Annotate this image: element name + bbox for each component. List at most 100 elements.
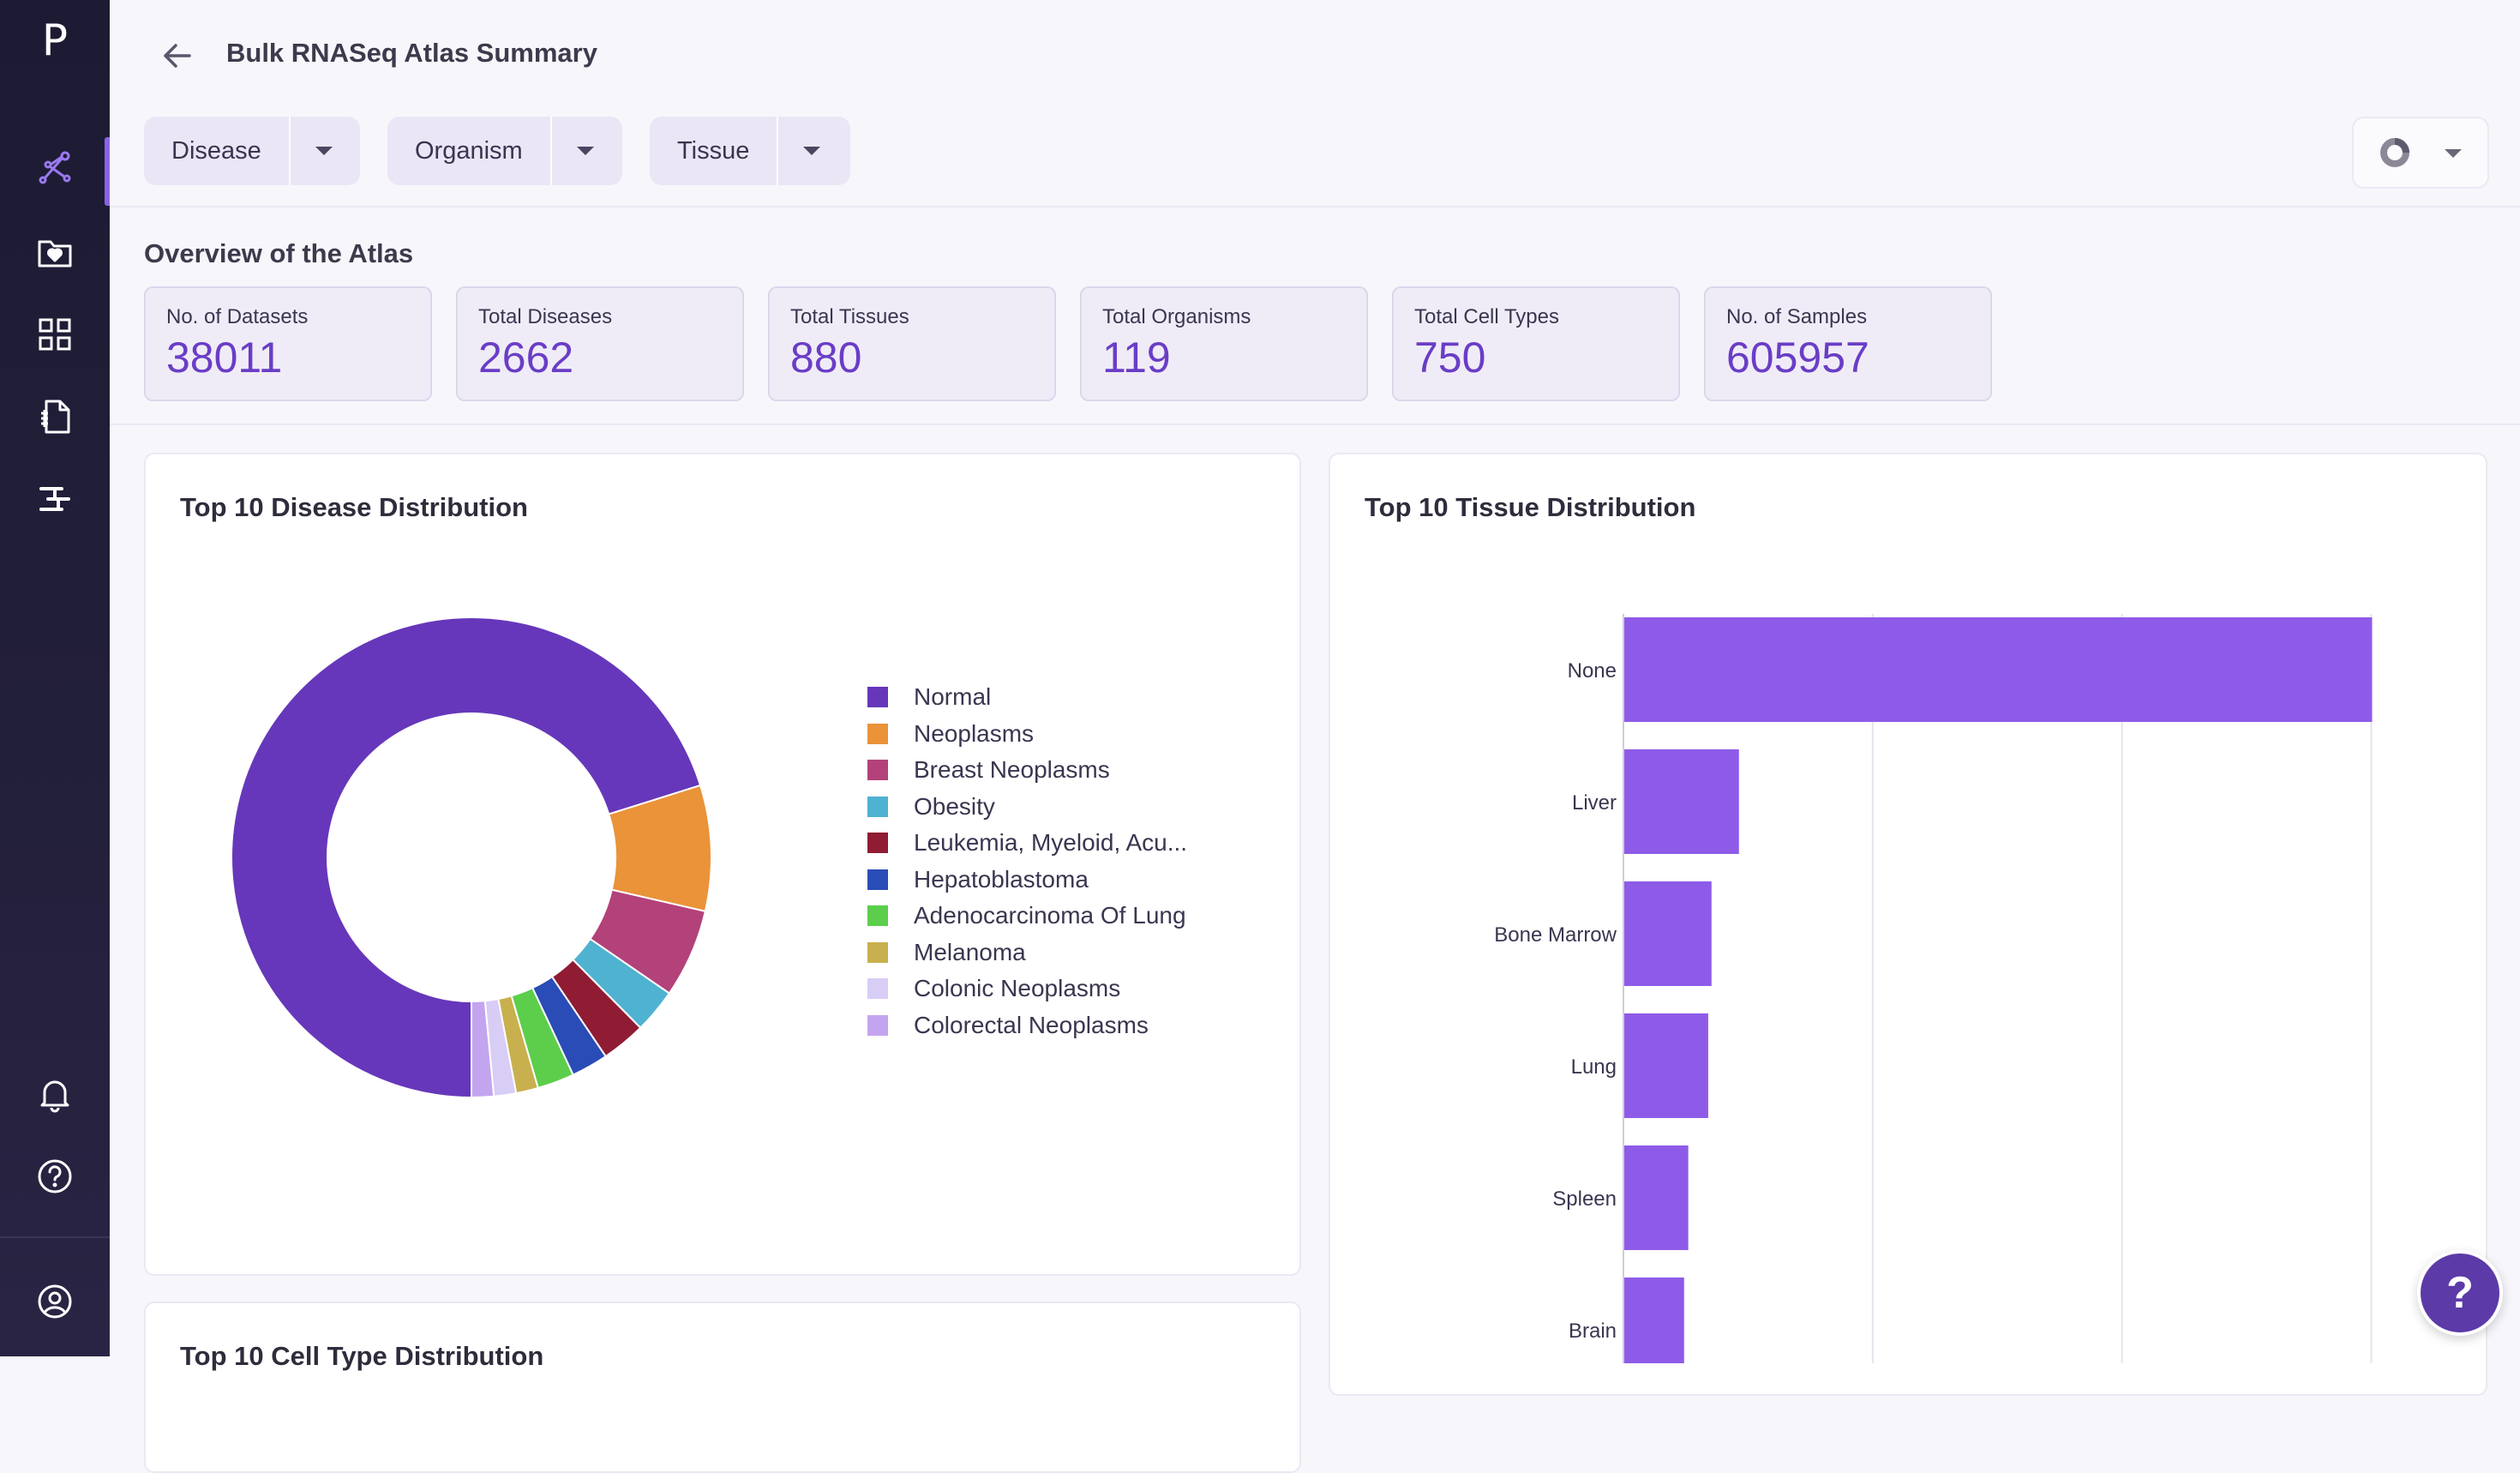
- sidebar-item-notebooks[interactable]: [0, 382, 110, 451]
- disease-filter-dropdown[interactable]: Disease: [144, 117, 360, 185]
- bell-icon: [40, 1080, 69, 1113]
- legend-label: Normal: [914, 683, 992, 711]
- disease-chart-title: Top 10 Disease Distribution: [180, 492, 528, 522]
- sidebar: P: [0, 0, 110, 1356]
- chevron-down-icon: [803, 147, 821, 155]
- donut-slice-colorectal-neoplasms[interactable]: [471, 1000, 495, 1099]
- celltype-chart-title: Top 10 Cell Type Distribution: [180, 1341, 544, 1371]
- legend-item[interactable]: Hepatoblastoma: [867, 862, 1187, 899]
- bar-liver[interactable]: [1624, 749, 1739, 854]
- nav-active-indicator: [105, 137, 110, 206]
- tissue-filter-label: Tissue: [677, 136, 750, 165]
- legend-item[interactable]: Leukemia, Myeloid, Acu...: [867, 825, 1187, 862]
- disease-donut-chart: [231, 616, 712, 1099]
- page-title: Bulk RNASeq Atlas Summary: [226, 38, 597, 68]
- celltype-distribution-card: Top 10 Cell Type Distribution: [144, 1302, 1301, 1473]
- stat-label: Total Diseases: [478, 305, 613, 328]
- arrow-left-icon: [164, 44, 191, 68]
- sidebar-item-notifications[interactable]: [0, 1060, 110, 1128]
- question-mark-icon: ?: [2446, 1268, 2474, 1318]
- stat-label: No. of Samples: [1726, 305, 1868, 328]
- legend-label: Colonic Neoplasms: [914, 975, 1121, 1002]
- legend-item[interactable]: Neoplasms: [867, 716, 1187, 753]
- legend-item[interactable]: Obesity: [867, 789, 1187, 826]
- legend-item[interactable]: Colorectal Neoplasms: [867, 1007, 1187, 1044]
- legend-label: Neoplasms: [914, 719, 1035, 747]
- chart-type-selector[interactable]: [2352, 117, 2489, 189]
- legend-label: Breast Neoplasms: [914, 756, 1110, 784]
- legend-label: Adenocarcinoma Of Lung: [914, 902, 1186, 929]
- organism-filter-toggle[interactable]: [549, 117, 619, 185]
- user-circle-icon: [38, 1284, 72, 1319]
- network-icon: [39, 151, 71, 184]
- legend-label: Obesity: [914, 792, 995, 820]
- bar-tick-label: Spleen: [1552, 1187, 1617, 1211]
- legend-swatch: [867, 905, 888, 927]
- disease-distribution-card: Top 10 Disease Distribution Normal Neopla…: [144, 453, 1301, 1276]
- tissue-distribution-card: Top 10 Tissue Distribution None Liver Bone…: [1329, 453, 2487, 1396]
- stat-value: 38011: [166, 334, 283, 382]
- sidebar-item-help[interactable]: [0, 1142, 110, 1211]
- legend-swatch: [867, 1014, 888, 1036]
- document-code-icon: [41, 400, 70, 434]
- bar-tick-label: Lung: [1571, 1055, 1617, 1079]
- stat-card-datasets: No. of Datasets 38011: [144, 286, 432, 401]
- stat-value: 880: [790, 334, 862, 382]
- donut-slice-normal[interactable]: [231, 616, 702, 1099]
- bar-tick-label: None: [1568, 659, 1617, 682]
- legend-label: Leukemia, Myeloid, Acu...: [914, 829, 1188, 857]
- stat-value: 750: [1414, 334, 1486, 382]
- legend-item[interactable]: Breast Neoplasms: [867, 752, 1187, 789]
- sidebar-divider: [0, 1236, 110, 1238]
- legend-swatch: [867, 978, 888, 1000]
- sidebar-item-profile[interactable]: [0, 1267, 110, 1336]
- legend-item[interactable]: Melanoma: [867, 935, 1187, 971]
- help-chat-button[interactable]: ?: [2417, 1250, 2503, 1336]
- organism-filter-dropdown[interactable]: Organism: [387, 117, 622, 185]
- header-divider: [110, 206, 2520, 207]
- stat-card-organisms: Total Organisms 119: [1080, 286, 1368, 401]
- legend-item[interactable]: Adenocarcinoma Of Lung: [867, 898, 1187, 935]
- app-logo[interactable]: P: [41, 15, 69, 65]
- bar-bone-marrow[interactable]: [1624, 881, 1712, 986]
- stat-card-samples: No. of Samples 605957: [1704, 286, 1992, 401]
- stat-card-tissues: Total Tissues 880: [768, 286, 1056, 401]
- overview-title: Overview of the Atlas: [144, 238, 414, 268]
- legend-swatch: [867, 869, 888, 890]
- sidebar-item-atlas[interactable]: [0, 134, 110, 202]
- bar-tick-label: Brain: [1569, 1320, 1617, 1343]
- bar-tick-label: Liver: [1572, 791, 1617, 815]
- sidebar-item-favorites[interactable]: [0, 218, 110, 286]
- stat-value: 605957: [1726, 334, 1869, 382]
- back-button[interactable]: [154, 33, 201, 79]
- bar-tick-label: Bone Marrow: [1494, 923, 1617, 947]
- stat-label: Total Tissues: [790, 305, 909, 328]
- stat-value: 119: [1102, 334, 1171, 382]
- stat-card-cell-types: Total Cell Types 750: [1392, 286, 1680, 401]
- bar-lung[interactable]: [1624, 1013, 1708, 1118]
- help-circle-icon: [38, 1159, 72, 1193]
- legend-swatch: [867, 723, 888, 744]
- disease-filter-label: Disease: [171, 136, 261, 165]
- pipeline-icon: [39, 487, 70, 511]
- disease-filter-toggle[interactable]: [288, 117, 357, 185]
- tissue-filter-dropdown[interactable]: Tissue: [650, 117, 850, 185]
- legend-swatch: [867, 833, 888, 854]
- sidebar-item-dashboard[interactable]: [0, 300, 110, 369]
- tissue-filter-toggle[interactable]: [777, 117, 845, 185]
- organism-filter-label: Organism: [415, 136, 523, 165]
- legend-item[interactable]: Normal: [867, 679, 1187, 716]
- sidebar-item-pipelines[interactable]: [0, 465, 110, 533]
- legend-swatch: [867, 796, 888, 817]
- stat-card-diseases: Total Diseases 2662: [456, 286, 744, 401]
- bar-brain[interactable]: [1624, 1278, 1684, 1363]
- legend-item[interactable]: Colonic Neoplasms: [867, 971, 1187, 1007]
- bar-none[interactable]: [1624, 617, 2373, 722]
- chevron-down-icon: [576, 147, 594, 155]
- grid-icon: [39, 318, 71, 351]
- legend-swatch: [867, 687, 888, 708]
- tissue-bar-chart: None Liver Bone Marrow Lung Spleen Brain: [1494, 614, 2373, 1363]
- legend-swatch: [867, 941, 888, 963]
- stat-label: No. of Datasets: [166, 305, 309, 328]
- bar-spleen[interactable]: [1624, 1145, 1689, 1250]
